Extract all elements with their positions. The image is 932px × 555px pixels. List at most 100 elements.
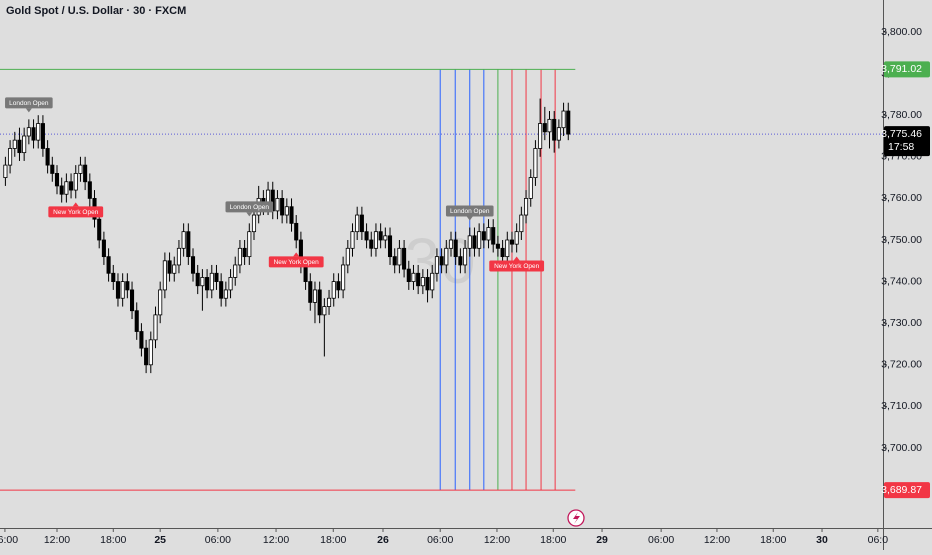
candle-body — [214, 272, 219, 282]
chart-title: Gold Spot / U.S. Dollar · 30 · FXCM — [6, 5, 186, 17]
x-tick-label: 12:00 — [44, 534, 70, 546]
candle-body — [425, 277, 430, 291]
candle-body — [54, 173, 60, 187]
candle-body — [542, 123, 547, 133]
candle-body — [144, 347, 149, 366]
candle-body — [467, 235, 472, 249]
candle-body — [205, 277, 210, 291]
x-tick-label: 29 — [596, 534, 608, 546]
candle-body — [134, 310, 139, 332]
candle-body — [355, 214, 360, 233]
x-tick-label: 18:00 — [760, 534, 786, 546]
last-price-label: 3,775.46 — [881, 128, 922, 140]
candle-body — [341, 264, 346, 291]
candle-body — [556, 127, 561, 141]
candle-body — [237, 247, 242, 266]
candle-body — [547, 118, 552, 133]
candle-body — [284, 206, 289, 216]
candle-body — [153, 314, 158, 341]
candle-body — [17, 139, 22, 154]
candle-body — [448, 239, 454, 249]
candle-body — [303, 264, 308, 282]
candle-body — [402, 247, 407, 270]
candle-body — [176, 247, 181, 266]
y-tick-label: 3,710.00 — [881, 400, 922, 412]
x-tick-label: 18:00 — [320, 534, 346, 546]
price-tag — [884, 482, 930, 499]
x-tick-label: 12:00 — [704, 534, 730, 546]
candle-body — [491, 227, 496, 245]
candle-body — [369, 239, 374, 249]
candle-body — [538, 123, 543, 149]
session-label: London Open — [9, 100, 49, 107]
candle-body — [195, 272, 200, 287]
candle-body — [397, 247, 402, 266]
x-tick-label: 06:00 — [648, 534, 674, 546]
y-tick-label: 3,800.00 — [881, 26, 922, 38]
candle-body — [106, 256, 111, 274]
icon-bolt[interactable] — [573, 512, 580, 524]
candle-body — [115, 281, 121, 299]
candle-body — [345, 247, 350, 266]
y-tick-label: 3,720.00 — [881, 359, 922, 371]
session-label-pointer — [246, 212, 253, 217]
candle-body — [97, 218, 102, 241]
candle-body — [308, 281, 313, 303]
candle-body — [505, 239, 510, 258]
candle-body — [26, 127, 31, 137]
candle-body — [481, 231, 486, 241]
candle-body — [228, 277, 233, 291]
session-label: New York Open — [274, 259, 320, 266]
candle-body — [69, 181, 74, 191]
x-tick-label: 30 — [816, 534, 828, 546]
session-label-box — [5, 97, 53, 109]
candle-body — [40, 123, 45, 149]
candle-body — [317, 289, 322, 316]
session-label-box — [445, 205, 494, 217]
candle-body — [64, 181, 69, 195]
candle-body — [186, 231, 191, 258]
x-tick-label: 06:00 — [205, 534, 231, 546]
candle-body — [223, 289, 228, 299]
candle-body — [125, 281, 130, 291]
session-label-pointer — [466, 216, 473, 221]
x-tick-label: 26 — [377, 534, 389, 546]
candle-body — [172, 264, 177, 274]
candle-body — [524, 197, 529, 216]
candle-body — [420, 277, 425, 287]
candle-body — [139, 331, 144, 349]
candle-body — [78, 164, 83, 174]
overlay-layer — [0, 68, 883, 491]
candle-body — [472, 235, 477, 249]
candle-body — [458, 256, 463, 266]
candle-body — [36, 123, 41, 141]
price-tag — [884, 61, 930, 78]
candle-body — [533, 148, 538, 178]
candle-body — [434, 256, 439, 274]
replay-icon[interactable] — [567, 509, 585, 527]
x-tick-label: 06:00 — [427, 534, 453, 546]
candle-body — [514, 231, 519, 245]
session-label: New York Open — [494, 263, 540, 270]
candle-body — [477, 231, 482, 249]
candle-body — [495, 243, 500, 249]
candle-body — [439, 256, 444, 266]
y-tick-label: 3,760.00 — [881, 192, 922, 204]
session-label-pointer — [72, 202, 79, 207]
y-tick-label: 3,780.00 — [881, 109, 922, 121]
candle-body — [453, 239, 458, 258]
candle-body — [158, 289, 163, 316]
candle-body — [322, 306, 327, 316]
candle-body — [219, 281, 224, 299]
candle-body — [359, 214, 364, 233]
candle-body — [83, 164, 88, 183]
candle-body — [162, 260, 167, 291]
candle-body — [242, 247, 247, 258]
candle-body — [59, 185, 64, 195]
candle-body — [528, 177, 533, 199]
candle-body — [350, 231, 355, 249]
candle-body — [411, 272, 416, 282]
x-tick-label: 25 — [154, 534, 166, 546]
